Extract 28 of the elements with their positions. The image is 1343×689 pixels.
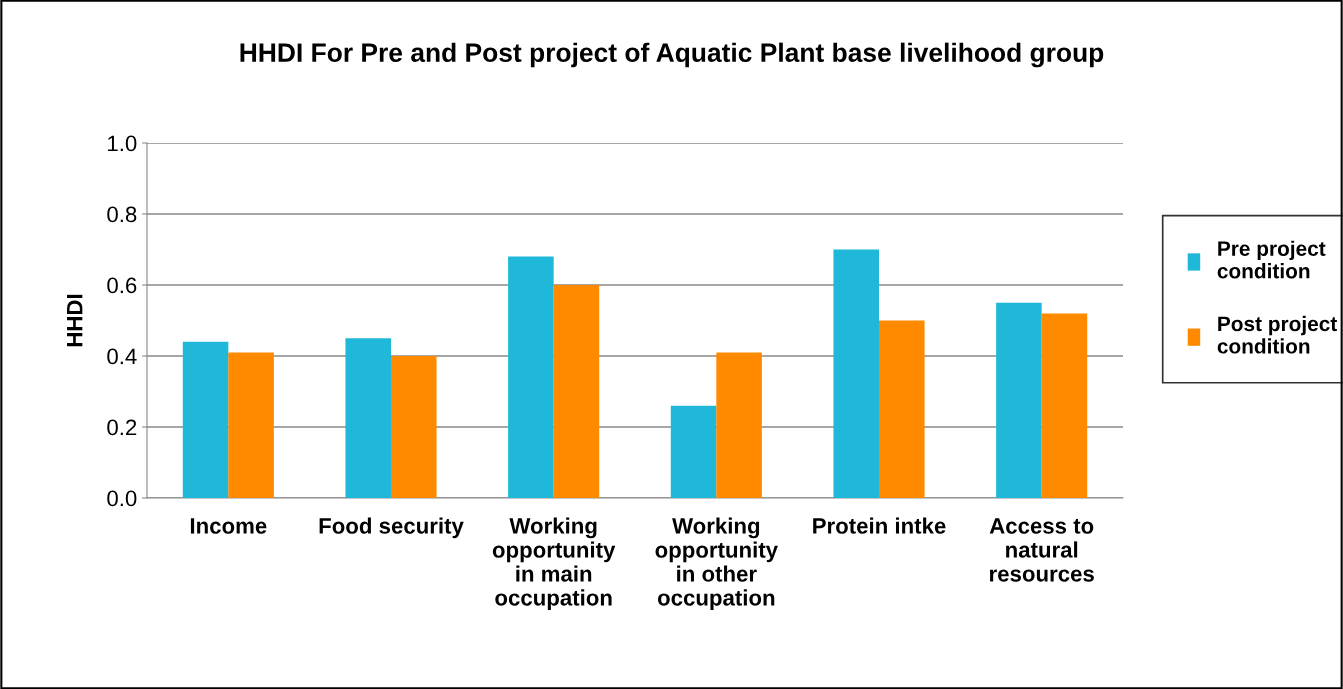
bar xyxy=(391,356,437,498)
bar xyxy=(833,249,879,498)
bar xyxy=(1041,313,1088,498)
bar xyxy=(996,302,1042,498)
bar xyxy=(345,338,391,498)
x-tick-label: Protein intke xyxy=(813,517,946,534)
y-tick-label: 0.2 xyxy=(107,419,137,436)
x-tick-label: Income xyxy=(190,518,267,534)
y-tick-label: 0.4 xyxy=(107,348,137,365)
chart-title: HHDI For Pre and Post project of Aquatic Plant base livelihood group xyxy=(240,42,1104,68)
y-tick-label: 1.0 xyxy=(108,135,137,152)
bar xyxy=(553,285,600,498)
y-axis-title: HHDI xyxy=(67,294,83,347)
bar xyxy=(182,341,229,498)
legend-label: Pre project condition xyxy=(1217,240,1326,279)
bar xyxy=(879,320,925,498)
x-tick-label: Access to natural resources xyxy=(989,518,1094,582)
legend-label: Post project condition xyxy=(1217,315,1337,354)
x-tick-label: Working opportunity in other occupation xyxy=(655,517,778,611)
x-tick-label: Food security xyxy=(319,517,464,539)
x-tick-label: Working opportunity in main occupation xyxy=(492,517,616,611)
bar xyxy=(670,405,717,498)
y-tick-label: 0.6 xyxy=(107,277,137,294)
y-tick-label: 0.8 xyxy=(107,206,137,223)
bar xyxy=(508,256,554,498)
bar xyxy=(716,352,762,498)
y-tick-label: 0.0 xyxy=(107,490,137,507)
bar xyxy=(228,352,274,498)
